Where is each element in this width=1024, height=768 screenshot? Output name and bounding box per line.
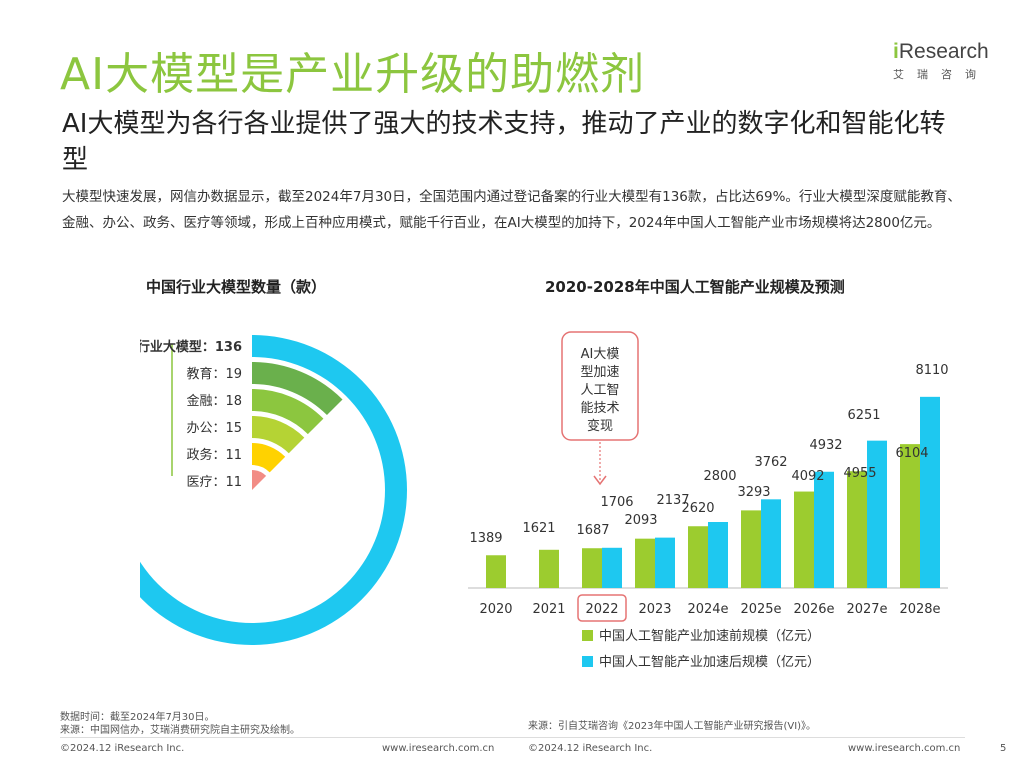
footer-divider: [60, 737, 965, 738]
bar-after-2026e: [814, 471, 834, 588]
radial-label-0: 行业大模型：136: [140, 339, 242, 355]
value-label-before-2020: 1389: [469, 531, 502, 546]
website-link-right[interactable]: www.iresearch.com.cn: [848, 743, 961, 754]
x-tick-2028e: 2028e: [899, 602, 940, 617]
value-label-before-2021: 1621: [522, 521, 555, 536]
legend-label-1: 中国人工智能产业加速后规模（亿元）: [599, 655, 820, 670]
x-tick-2021: 2021: [532, 602, 565, 617]
x-tick-2022: 2022: [585, 602, 618, 617]
legend-swatch-1: [582, 656, 593, 667]
radial-chart-title: 中国行业大模型数量（款）: [146, 278, 327, 296]
bar-chart-title: 2020-2028年中国人工智能产业规模及预测: [545, 278, 845, 296]
value-label-before-2022: 1687: [576, 523, 609, 538]
bar-chart: 2020 2021 2022 2023 2024e 2025e 2026e 2027e 2028…: [468, 331, 949, 670]
page-title: AI大模型是产业升级的助燃剂: [60, 49, 646, 100]
copyright-right: ©2024.12 iResearch Inc.: [528, 743, 653, 754]
radial-ring-3: [252, 416, 305, 454]
radial-label-1: 教育：19: [186, 366, 242, 382]
annotation-line-2: 人工智: [580, 383, 619, 398]
source-note-left: 数据时间：截至2024年7月30日。 来源：中国网信办，艾瑞消费研究院自主研究及…: [60, 712, 300, 736]
description-paragraph: 大模型快速发展，网信办数据显示，截至2024年7月30日，全国范围内通过登记备案…: [62, 189, 961, 231]
radial-ring-5: [252, 470, 267, 490]
website-link-left[interactable]: www.iresearch.com.cn: [382, 743, 495, 754]
bar-after-2023: [655, 537, 675, 588]
value-label-before-2025e: 3293: [737, 485, 770, 500]
radial-label-4: 政务：11: [186, 447, 242, 463]
radial-ring-2: [252, 389, 324, 435]
radial-ring-1: [252, 362, 343, 416]
x-tick-2026e: 2026e: [793, 602, 834, 617]
annotation-line-1: 型加速: [580, 365, 619, 380]
value-label-before-2027e: 4955: [843, 466, 876, 481]
iresearch-logo: iResearch 艾瑞咨询: [893, 40, 989, 81]
bar-before-2020: [486, 555, 506, 588]
annotation-line-3: 能技术: [580, 401, 619, 416]
page-subtitle: AI大模型为各行各业提供了强大的技术支持，推动了产业的数字化和智能化转型: [62, 109, 946, 175]
bar-before-2021: [539, 549, 559, 588]
radial-label-2: 金融：18: [186, 393, 242, 409]
value-label-after-2023: 2137: [656, 493, 689, 508]
highlight-box-2022: [577, 594, 627, 622]
value-label-after-2026e: 4932: [809, 438, 842, 453]
bar-after-2025e: [761, 499, 781, 588]
copyright-left: ©2024.12 iResearch Inc.: [60, 743, 185, 754]
bar-after-2024e: [708, 522, 728, 588]
source-note-right: 来源：引自艾瑞咨询《2023年中国人工智能产业研究报告(VI)》。: [528, 721, 817, 732]
bar-before-2022: [582, 548, 602, 588]
bar-before-2024e: [688, 526, 708, 588]
page-number: 5: [1000, 743, 1007, 754]
value-label-before-2028e: 6104: [895, 446, 928, 461]
legend-label-0: 中国人工智能产业加速前规模（亿元）: [599, 628, 820, 644]
annotation-line-0: AI大模: [581, 347, 620, 362]
value-label-before-2024e: 2620: [681, 501, 714, 516]
value-label-after-2027e: 6251: [847, 408, 880, 423]
annotation-arrow: [593, 475, 607, 486]
annotation-callout: [561, 331, 639, 441]
bar-before-2028e: [900, 444, 920, 588]
radial-bar-chart: 行业大模型：136 教育：19 金融：18 办公：15 政务：11 医疗：11: [140, 335, 407, 645]
radial-ring-0: [140, 335, 407, 645]
value-label-before-2026e: 4092: [791, 469, 824, 484]
radial-label-3: 办公：15: [186, 421, 242, 436]
x-tick-2023: 2023: [638, 602, 671, 617]
bar-after-2027e: [867, 440, 887, 588]
bar-before-2025e: [741, 510, 761, 588]
bar-before-2026e: [794, 491, 814, 588]
x-tick-2020: 2020: [479, 602, 512, 617]
bar-after-2028e: [920, 396, 940, 588]
x-tick-2025e: 2025e: [740, 602, 781, 617]
value-label-before-2023: 2093: [624, 513, 657, 528]
bar-before-2023: [635, 538, 655, 588]
x-tick-2024e: 2024e: [687, 602, 728, 617]
radial-label-5: 医疗：11: [186, 475, 242, 490]
bar-after-2022: [602, 547, 622, 588]
legend-swatch-0: [582, 630, 593, 641]
value-label-after-2022: 1706: [600, 495, 633, 510]
bar-before-2027e: [847, 471, 867, 588]
value-label-after-2028e: 8110: [915, 363, 948, 378]
x-tick-2027e: 2027e: [846, 602, 887, 617]
value-label-after-2024e: 2800: [703, 469, 736, 484]
value-label-after-2025e: 3762: [754, 455, 787, 470]
annotation-line-4: 变现: [587, 418, 613, 434]
radial-ring-4: [252, 443, 286, 473]
